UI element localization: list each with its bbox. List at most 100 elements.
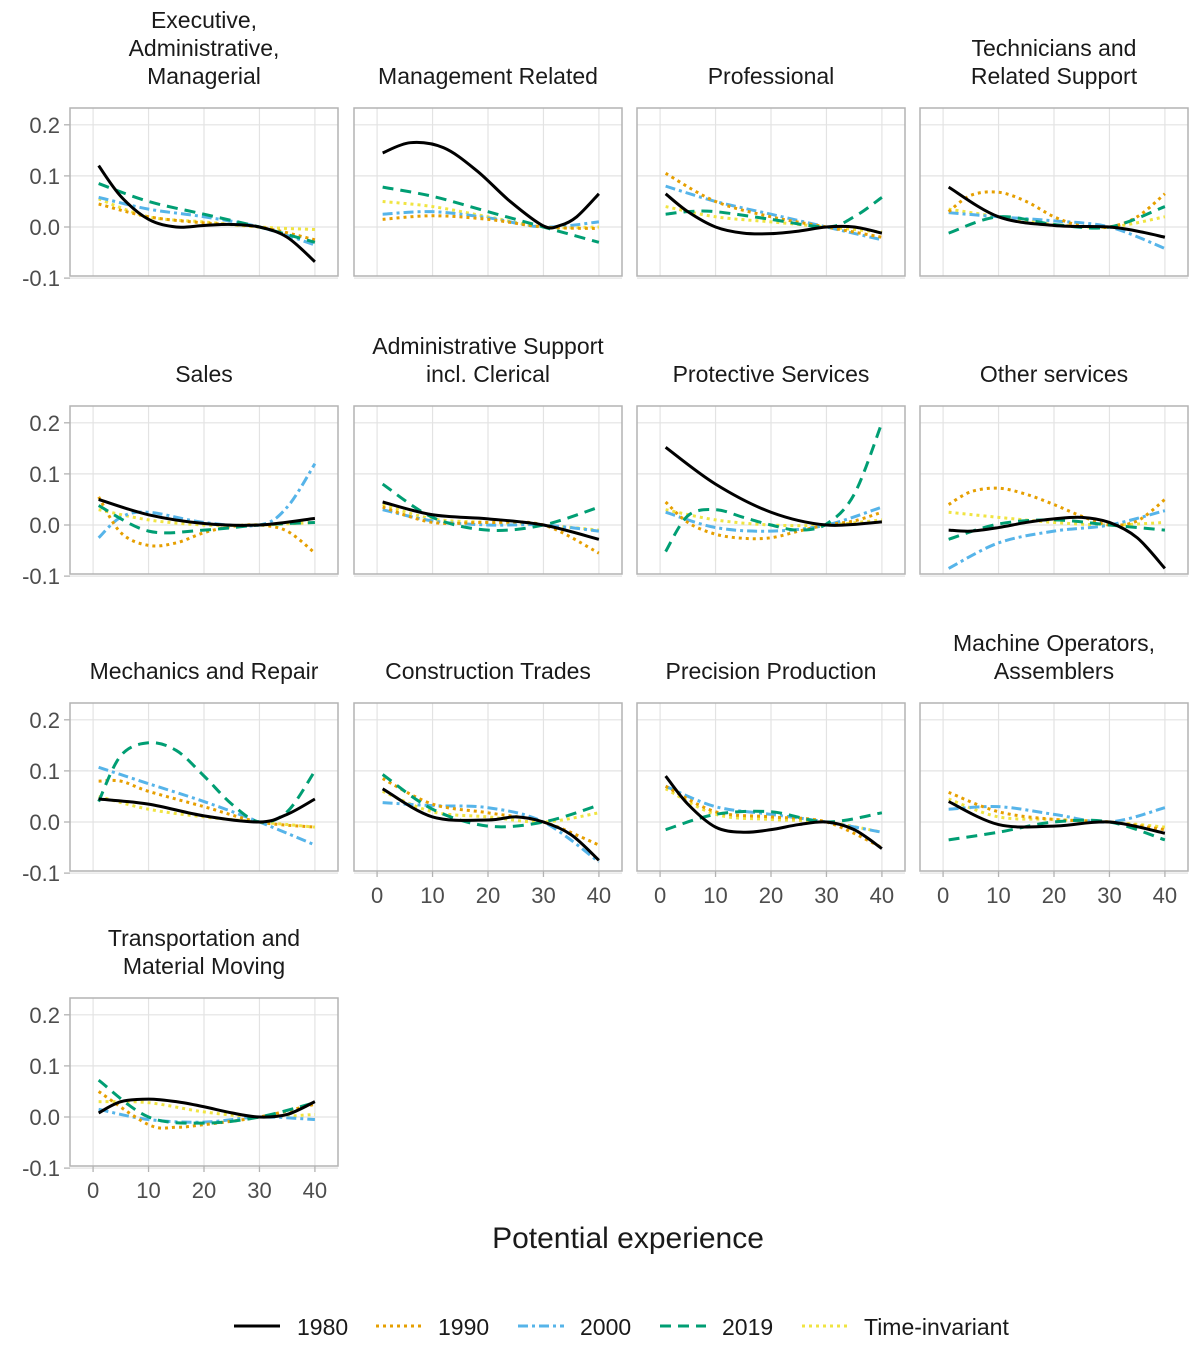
series-line-1980 xyxy=(381,787,600,862)
series-line-1980 xyxy=(948,515,1167,570)
panel-title: Material Moving xyxy=(123,953,285,979)
series-group xyxy=(947,790,1166,842)
series-line-1980 xyxy=(382,500,600,541)
legend-label: 2000 xyxy=(580,1314,631,1340)
series-line-1990 xyxy=(948,790,1166,832)
grid xyxy=(637,703,905,874)
panel-title: Construction Trades xyxy=(385,658,591,684)
series-line-1990 xyxy=(382,214,599,231)
panel-title: Technicians and xyxy=(972,35,1137,61)
x-axis-title: Potential experience xyxy=(492,1222,764,1255)
panel-frame xyxy=(353,405,623,575)
x-tick-label: 30 xyxy=(1097,883,1121,908)
x-tick-label: 20 xyxy=(192,1178,216,1203)
x-tick-label: 0 xyxy=(937,883,949,908)
series-line-1990 xyxy=(664,500,883,541)
x-tick-label: 20 xyxy=(759,883,783,908)
x-tick-label: 10 xyxy=(136,1178,160,1203)
series-line-2000 xyxy=(98,765,316,847)
grid xyxy=(354,108,622,279)
x-tick-label: 40 xyxy=(303,1178,327,1203)
x-tick-label: 0 xyxy=(654,883,666,908)
series-line-2000 xyxy=(665,784,883,834)
series-line-2019 xyxy=(382,185,600,244)
series-group xyxy=(664,775,883,850)
series-line-2019 xyxy=(97,741,317,824)
y-tick-label: 0.0 xyxy=(29,215,60,240)
series-line-1980 xyxy=(947,185,1166,239)
panel-title: incl. Clerical xyxy=(426,361,550,387)
panel-title: Administrative Support xyxy=(372,333,604,359)
grid xyxy=(354,406,622,577)
panel-title: Sales xyxy=(175,361,233,387)
x-tick-label: 10 xyxy=(420,883,444,908)
grid xyxy=(920,406,1188,577)
series-line-2019 xyxy=(665,809,883,832)
series-line-1980 xyxy=(97,1097,316,1119)
y-tick-label: 0.1 xyxy=(29,164,60,189)
panel: Other services xyxy=(919,361,1189,577)
series-line-1990 xyxy=(98,778,316,829)
series-line-1980 xyxy=(98,498,316,527)
series-line-1990 xyxy=(947,190,1166,230)
x-tick-label: 20 xyxy=(1042,883,1066,908)
x-tick-label: 30 xyxy=(531,883,555,908)
series-line-1990 xyxy=(381,777,600,847)
legend-label: 2019 xyxy=(722,1314,773,1340)
series-line-time-invariant xyxy=(98,197,315,232)
x-tick-label: 0 xyxy=(87,1178,99,1203)
panel: Precision Production 0 10 20 30 40 xyxy=(636,658,906,908)
x-tick-label: 30 xyxy=(247,1178,271,1203)
series-line-1980 xyxy=(947,800,1166,835)
series-line-1980 xyxy=(97,164,316,263)
series-line-1980 xyxy=(664,446,883,527)
x-tick-label: 20 xyxy=(476,883,500,908)
grid xyxy=(920,108,1188,279)
y-tick-label: 0.2 xyxy=(29,1003,60,1028)
series-group xyxy=(97,164,316,263)
panel-title: Management Related xyxy=(378,63,598,89)
panel: Management Related xyxy=(353,63,623,279)
panel: Mechanics and Repair -0.1 0.0 0.1 0.2 xyxy=(22,658,339,886)
y-tick-label: -0.1 xyxy=(22,266,60,291)
series-group xyxy=(97,1079,316,1130)
series-line-2000 xyxy=(382,210,600,229)
y-tick-label: -0.1 xyxy=(22,861,60,886)
panels: Executive,Administrative,Managerial -0.1 0… xyxy=(22,7,1189,1203)
y-tick-label: 0.0 xyxy=(29,810,60,835)
series-line-2019 xyxy=(948,818,1166,842)
panel-title: Professional xyxy=(708,63,835,89)
series-line-1990 xyxy=(947,486,1166,527)
panel-frame xyxy=(69,702,339,872)
series-line-1980 xyxy=(382,140,600,230)
series-line-2019 xyxy=(664,422,884,553)
x-tick-label: 30 xyxy=(814,883,838,908)
series-group xyxy=(97,462,317,555)
series-line-1990 xyxy=(97,496,316,555)
grid xyxy=(70,703,338,874)
legend-item: 2000 xyxy=(518,1314,631,1340)
series-line-2000 xyxy=(665,184,883,242)
x-tick-label: 10 xyxy=(703,883,727,908)
series-group xyxy=(664,422,884,553)
series-line-2000 xyxy=(382,801,600,864)
x-tick-label: 10 xyxy=(986,883,1010,908)
series-line-2019 xyxy=(948,518,1166,541)
x-tick-label: 0 xyxy=(371,883,383,908)
grid xyxy=(70,406,338,577)
series-line-1980 xyxy=(98,797,316,824)
y-tick-label: 0.0 xyxy=(29,513,60,538)
panel-frame xyxy=(636,107,906,277)
panel-title: Administrative, xyxy=(129,35,280,61)
series-line-1990 xyxy=(664,784,883,849)
series-group xyxy=(97,741,317,847)
series-line-time-invariant xyxy=(665,205,883,234)
panel-title: Protective Services xyxy=(673,361,870,387)
series-line-2000 xyxy=(665,505,883,533)
series-line-2019 xyxy=(97,1079,316,1125)
grid xyxy=(637,406,905,577)
